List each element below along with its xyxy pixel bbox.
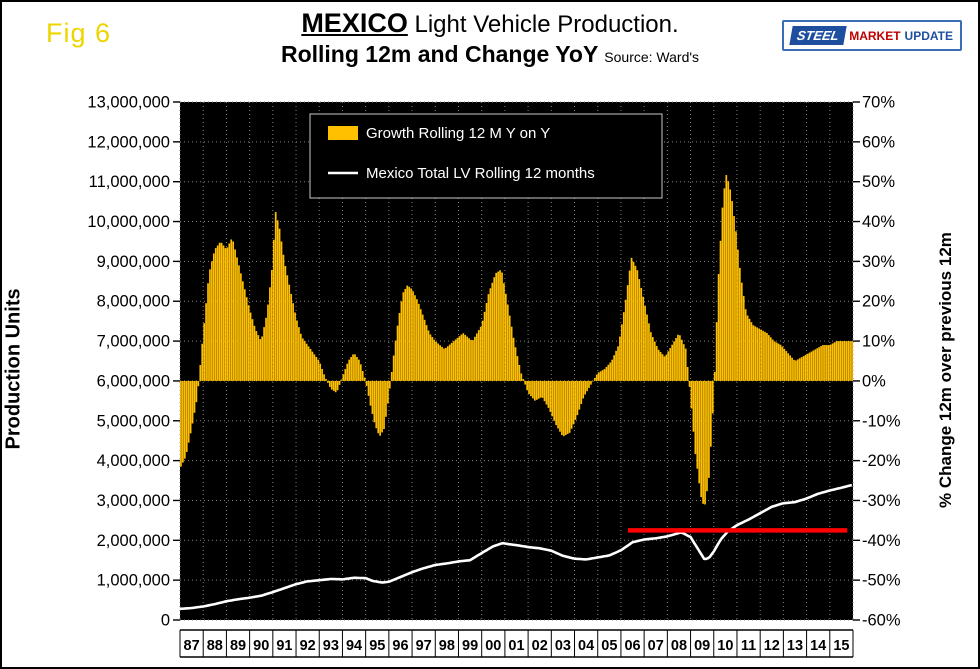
x-tick-label: 12 — [764, 638, 780, 654]
legend-bar-swatch — [328, 126, 358, 140]
x-tick-label: 06 — [624, 638, 640, 654]
x-axis: 87 88 89 90 91 92 93 94 95 96 97 98 99 00 01 02 03 04 05 06… — [179, 629, 854, 658]
x-tick-label: 09 — [694, 638, 710, 654]
svg-text:6,000,000: 6,000,000 — [97, 372, 170, 390]
x-tick-label: 91 — [276, 638, 292, 654]
legend-label-rolling: Mexico Total LV Rolling 12 months — [366, 165, 595, 182]
x-tick-label: 92 — [300, 638, 316, 654]
left-axis-title: Production Units — [2, 288, 25, 450]
svg-text:13,000,000: 13,000,000 — [87, 94, 170, 112]
title-line2-text: Rolling 12m and Change YoY — [280, 41, 598, 67]
svg-text:-10%: -10% — [862, 412, 901, 430]
x-tick-label: 14 — [810, 638, 826, 654]
svg-text:10,000,000: 10,000,000 — [87, 213, 170, 231]
svg-text:7,000,000: 7,000,000 — [97, 333, 170, 351]
svg-text:40%: 40% — [862, 213, 895, 231]
svg-text:-50%: -50% — [862, 572, 901, 590]
x-tick-label: 96 — [392, 638, 408, 654]
svg-text:12,000,000: 12,000,000 — [87, 133, 170, 151]
bars-growth-yoy — [180, 175, 853, 505]
legend: Growth Rolling 12 M Y on Y Mexico Total L… — [309, 113, 663, 199]
x-tick-label: 04 — [578, 638, 594, 654]
x-tick-label: 98 — [439, 638, 455, 654]
x-tick-label: 08 — [671, 638, 687, 654]
x-tick-label: 11 — [741, 638, 756, 654]
x-tick-label: 95 — [369, 638, 385, 654]
svg-text:0: 0 — [161, 612, 170, 630]
svg-text:30%: 30% — [862, 253, 895, 271]
logo-market-text: MARKET — [849, 28, 901, 43]
title-rest: Light Vehicle Production. — [407, 11, 679, 38]
svg-text:70%: 70% — [862, 94, 895, 112]
x-tick-label: 97 — [416, 638, 432, 654]
svg-text:1,000,000: 1,000,000 — [97, 572, 170, 590]
x-tick-label: 94 — [346, 638, 362, 654]
svg-text:8,000,000: 8,000,000 — [97, 293, 170, 311]
svg-text:2,000,000: 2,000,000 — [97, 532, 170, 550]
x-tick-label: 03 — [555, 638, 571, 654]
x-tick-label: 10 — [717, 638, 733, 654]
chart-title: MEXICO Light Vehicle Production. Rolling… — [2, 8, 978, 68]
svg-text:60%: 60% — [862, 133, 895, 151]
svg-text:50%: 50% — [862, 173, 895, 191]
x-tick-label: 02 — [532, 638, 548, 654]
logo-steel-text: STEEL — [789, 26, 847, 45]
svg-text:-20%: -20% — [862, 452, 901, 470]
right-axis-title: % Change 12m over previous 12m — [936, 232, 955, 508]
x-tick-label: 99 — [462, 638, 478, 654]
x-tick-label: 90 — [253, 638, 269, 654]
x-tick-label: 89 — [230, 638, 246, 654]
x-tick-label: 01 — [508, 638, 524, 654]
svg-text:-40%: -40% — [862, 532, 901, 550]
svg-text:-60%: -60% — [862, 612, 901, 630]
svg-text:0%: 0% — [862, 372, 886, 390]
svg-text:10%: 10% — [862, 333, 895, 351]
x-tick-label: 87 — [184, 638, 200, 654]
gridlines — [179, 101, 854, 621]
x-tick-label: 00 — [485, 638, 501, 654]
title-mexico: MEXICO — [301, 8, 408, 38]
logo-update-text: UPDATE — [904, 28, 953, 43]
x-tick-label: 13 — [787, 638, 803, 654]
smu-logo: STEEL MARKET UPDATE — [782, 20, 962, 51]
production-line — [179, 483, 853, 611]
x-tick-label: 15 — [833, 638, 849, 654]
x-tick-label: 88 — [207, 638, 223, 654]
source-label: Source: Ward's — [604, 49, 700, 65]
svg-text:11,000,000: 11,000,000 — [89, 173, 170, 191]
x-tick-label: 07 — [648, 638, 664, 654]
figure-number: Fig 6 — [46, 18, 112, 48]
svg-text:-30%: -30% — [862, 492, 901, 510]
x-tick-label: 93 — [323, 638, 339, 654]
axis-tick-labels: 0 1,000,000 2,000,000 3,000,000 4,000,000 5,0… — [87, 94, 900, 630]
svg-text:20%: 20% — [862, 293, 895, 311]
legend-label-growth: Growth Rolling 12 M Y on Y — [366, 125, 550, 142]
title-line2: Rolling 12m and Change YoY Source: Ward'… — [2, 41, 978, 68]
svg-text:5,000,000: 5,000,000 — [97, 412, 170, 430]
svg-text:9,000,000: 9,000,000 — [97, 253, 170, 271]
svg-text:4,000,000: 4,000,000 — [97, 452, 170, 470]
title-line1: MEXICO Light Vehicle Production. — [2, 8, 978, 39]
x-tick-label: 05 — [601, 638, 617, 654]
svg-text:3,000,000: 3,000,000 — [97, 492, 170, 510]
